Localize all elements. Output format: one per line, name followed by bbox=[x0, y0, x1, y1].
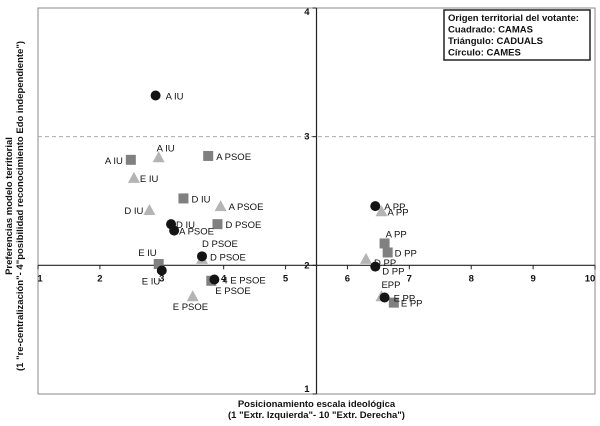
triangle-marker bbox=[375, 205, 388, 217]
point-label: E PP bbox=[394, 294, 416, 305]
y-axis-title: (1 "re-centralización"- 4"posibilidad re… bbox=[15, 41, 26, 371]
square-marker bbox=[388, 297, 399, 308]
legend-box bbox=[443, 9, 591, 61]
triangle-marker bbox=[143, 204, 156, 216]
y-tick-label: 1 bbox=[304, 384, 310, 395]
point-label: E PSOE bbox=[215, 286, 250, 297]
x-tick-label: 8 bbox=[469, 273, 474, 284]
axes bbox=[38, 8, 595, 394]
square-marker bbox=[379, 238, 390, 249]
point-label: A IU bbox=[157, 143, 175, 154]
triangle-marker bbox=[152, 151, 165, 163]
x-tick-label: 10 bbox=[585, 273, 596, 284]
legend: Origen territorial del votante:Cuadrado:… bbox=[443, 9, 591, 61]
point-label: D IU bbox=[124, 206, 143, 217]
point-label: D PP bbox=[374, 258, 396, 269]
legend-line: Cuadrado: CAMAS bbox=[448, 25, 533, 36]
point-label: D PSOE bbox=[202, 239, 238, 250]
triangle-marker bbox=[127, 171, 140, 183]
point-label: A PSOE bbox=[216, 152, 251, 163]
circle-marker bbox=[370, 201, 381, 212]
square-marker bbox=[203, 150, 214, 161]
x-tick-label: 2 bbox=[97, 273, 102, 284]
x-tick-label: 7 bbox=[407, 273, 412, 284]
triangle-marker bbox=[214, 200, 227, 212]
triangle-marker bbox=[360, 252, 373, 264]
legend-line: Origen territorial del votante: bbox=[448, 13, 579, 24]
x-tick-label: 6 bbox=[345, 273, 350, 284]
square-marker bbox=[153, 259, 164, 270]
x-tick-label: 1 bbox=[37, 273, 43, 284]
point-label: A PSOE bbox=[229, 202, 264, 213]
x-axis-title: (1 "Extr. Izquierda"- 10 "Extr. Derecha"… bbox=[228, 410, 405, 421]
point-label: D PSOE bbox=[210, 252, 246, 263]
x-tick-label: 3 bbox=[159, 273, 164, 284]
x-tick-label: 4 bbox=[221, 273, 227, 284]
circle-marker bbox=[150, 90, 161, 101]
point-label: E IU bbox=[140, 174, 159, 185]
point-label: E IU bbox=[142, 276, 161, 287]
point-label: A IU bbox=[166, 91, 184, 102]
circle-marker bbox=[370, 261, 381, 272]
point-label: A PSOE bbox=[179, 227, 214, 238]
point-label: E IU bbox=[138, 248, 157, 259]
point-label: A PP bbox=[386, 229, 407, 240]
circle-marker bbox=[156, 265, 167, 276]
point-label: A IU bbox=[105, 156, 123, 167]
point-label: D IU bbox=[176, 220, 195, 231]
circle-marker bbox=[379, 292, 390, 303]
tick-labels: 1 2 3 4 5 6 7 8 9 10 1 2 3 4 bbox=[37, 7, 596, 395]
point-label: A PP bbox=[384, 202, 405, 213]
point-label: EPP bbox=[381, 280, 400, 291]
point-label: D IU bbox=[191, 194, 210, 205]
point-label: D PSOE bbox=[225, 220, 261, 231]
triangle-marker bbox=[186, 290, 199, 302]
data-points bbox=[125, 90, 399, 308]
axis-titles: Posicionamiento escala ideológica(1 "Ext… bbox=[4, 41, 405, 421]
point-label: E PP bbox=[401, 299, 423, 310]
point-label: E PSOE bbox=[173, 302, 208, 313]
point-label: A PP bbox=[387, 207, 408, 218]
x-axis-title: Posicionamiento escala ideológica bbox=[238, 399, 396, 410]
circle-marker bbox=[209, 274, 220, 285]
y-tick-label: 4 bbox=[304, 7, 310, 18]
legend-line: Círculo: CAMES bbox=[448, 48, 521, 59]
y-axis-title: Preferencias modelo territorial bbox=[4, 137, 15, 275]
square-marker bbox=[178, 193, 189, 204]
circle-marker bbox=[197, 251, 208, 262]
square-marker bbox=[382, 247, 393, 258]
x-tick-label: 9 bbox=[530, 273, 535, 284]
y-tick-label: 2 bbox=[304, 260, 309, 271]
point-label: D PP bbox=[382, 267, 404, 278]
circle-marker bbox=[169, 225, 180, 236]
y-tick-label: 3 bbox=[304, 132, 309, 143]
x-tick-label: 5 bbox=[283, 273, 289, 284]
square-marker bbox=[125, 154, 136, 165]
legend-line: Triángulo: CADUALS bbox=[448, 36, 543, 47]
square-marker bbox=[212, 219, 223, 230]
point-label: 4 E PSOE bbox=[222, 275, 265, 286]
point-label: D PP bbox=[395, 248, 417, 259]
